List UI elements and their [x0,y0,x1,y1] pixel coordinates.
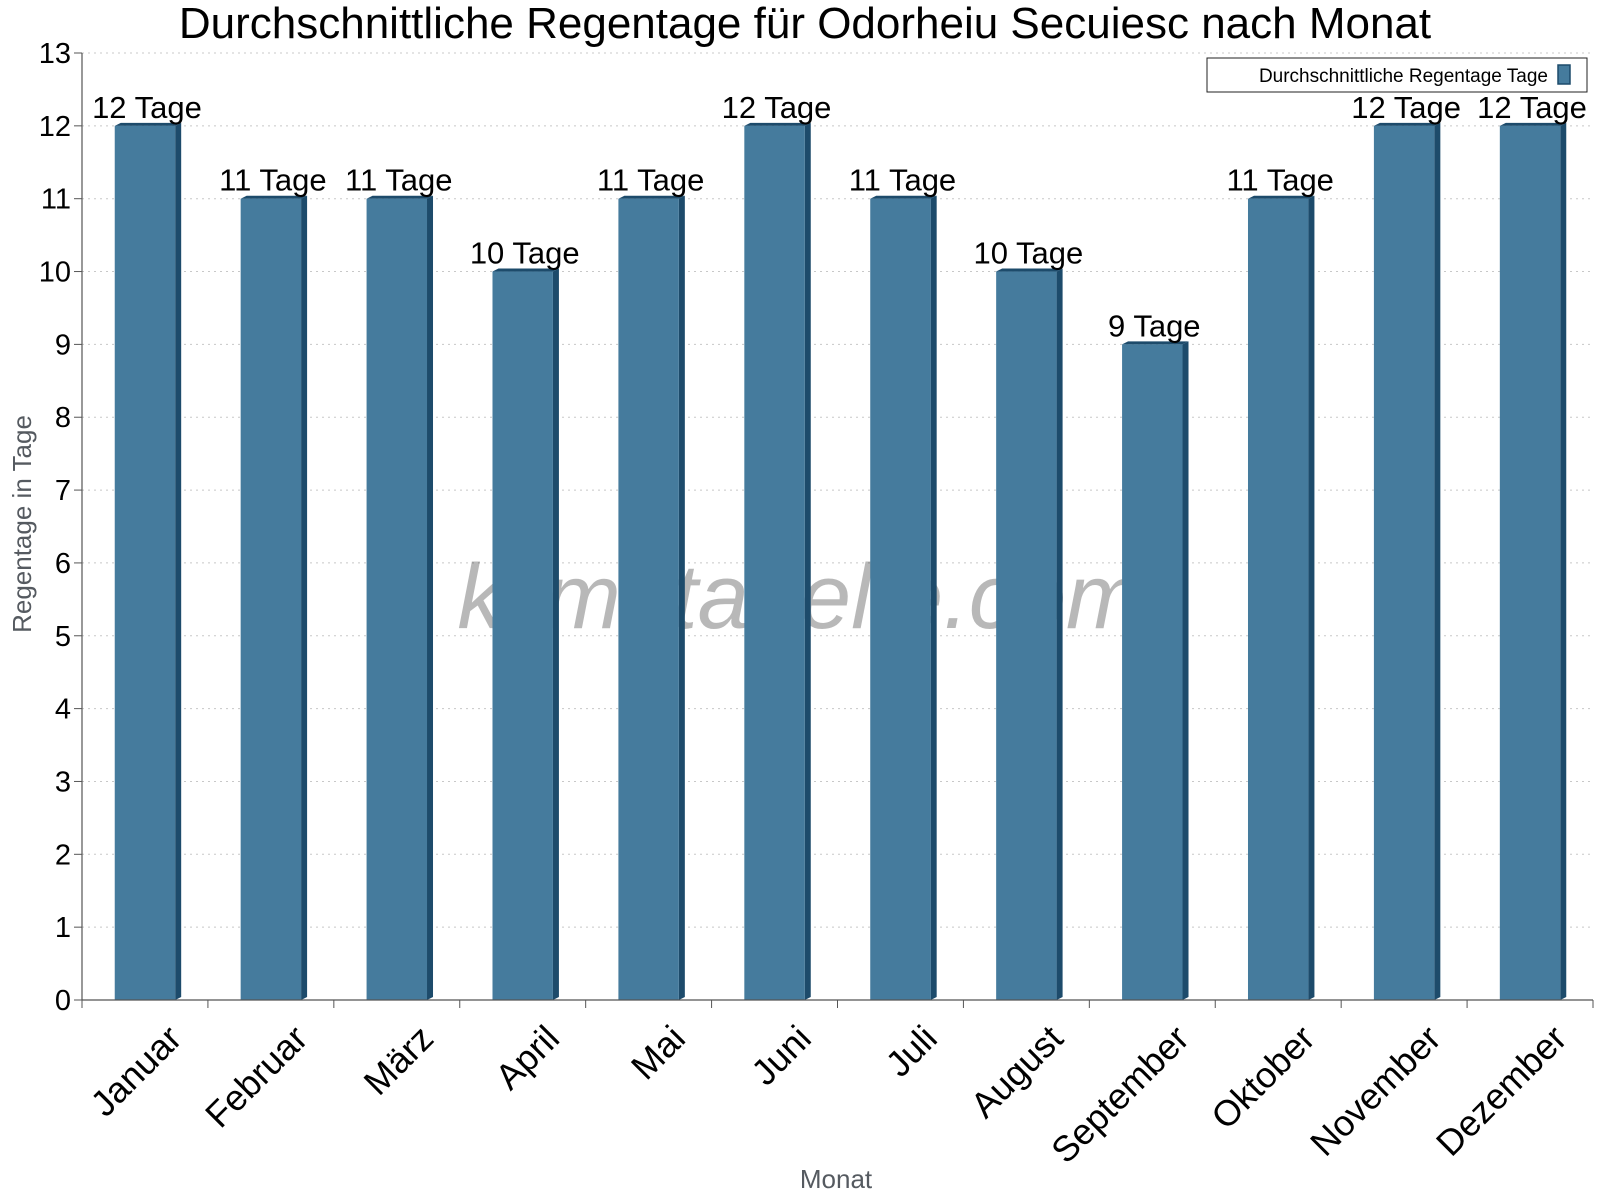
bar [618,195,685,1000]
bar-front [618,198,679,1000]
bar-top [744,122,811,126]
bar-top [1499,122,1567,126]
legend: Durchschnittliche Regentage Tage [1206,57,1588,93]
x-tick-label: August [962,1017,1070,1125]
bar-front [870,198,931,1000]
x-tick-label: Februar [197,1017,315,1135]
bar-side [1308,195,1315,1000]
bar [114,122,182,1001]
y-tick-label: 6 [55,548,71,580]
bar-top [1373,122,1441,126]
bar [1247,195,1315,1000]
bar-side [175,122,182,1001]
x-tick-label: September [1043,1017,1197,1171]
bars [114,122,1567,1001]
bar-front [1247,198,1309,1000]
data-label: 11 Tage [345,163,452,198]
x-tick-label: Oktober [1203,1017,1323,1137]
x-tick-label: April [487,1017,567,1097]
y-tick-label: 10 [39,257,71,289]
x-axis-label: Monat [800,1164,873,1194]
bar-side [678,195,685,1000]
y-tick-label: 2 [55,839,71,871]
x-tick-label: Juli [878,1017,945,1084]
bar [1373,122,1441,1001]
x-tick-label: Dezember [1428,1017,1574,1163]
bar-side [301,195,308,1000]
x-tick-label: November [1302,1017,1448,1163]
data-label: 12 Tage [92,90,202,125]
y-tick-label: 12 [39,111,71,143]
bar-front [114,125,176,1001]
bar-front [240,198,302,1000]
y-tick-label: 7 [55,475,71,507]
y-tick-label: 5 [55,621,71,653]
bar-side [930,195,937,1000]
data-labels: 12 Tage 11 Tage 11 Tage 10 Tage 11 Tage 12 Ta… [92,90,1587,344]
bar-front [996,271,1057,1000]
bar-top [366,195,434,199]
y-tick-label: 13 [39,38,71,70]
bar-top [1247,195,1315,199]
bar-top [240,195,308,199]
bar [744,122,811,1001]
y-axis-label: Regentage in Tage [7,415,37,633]
bar-front [492,271,553,1000]
bar [492,268,559,1000]
axes [74,52,1594,1008]
bar [996,268,1063,1000]
y-tick-label: 4 [55,694,71,726]
bar-side [427,195,434,1000]
x-tick-label: März [356,1017,442,1103]
data-label: 12 Tage [1477,90,1587,125]
y-tick-label: 8 [55,402,71,434]
x-tick-label: Juni [743,1017,819,1093]
bar-front [1122,344,1183,1000]
data-label: 10 Tage [470,236,580,271]
y-tick-label: 1 [55,912,71,944]
bar-side [552,268,559,1000]
legend-swatch [1557,64,1571,85]
legend-box [1206,57,1588,93]
bar [240,195,308,1000]
x-tick-label: Januar [82,1017,189,1124]
data-label: 10 Tage [973,236,1083,271]
bar-top [114,122,182,126]
bar [1122,341,1189,1000]
bar-side [804,122,811,1001]
y-tick-label: 3 [55,766,71,798]
bar [366,195,434,1000]
chart-title: Durchschnittliche Regentage für Odorheiu… [179,0,1431,48]
data-label: 11 Tage [219,163,326,198]
data-label: 12 Tage [722,90,832,125]
bar-side [1056,268,1063,1000]
data-label: 11 Tage [849,163,956,198]
legend-label: Durchschnittliche Regentage Tage [1259,66,1548,87]
data-label: 9 Tage [1108,308,1201,343]
bar-top [1122,341,1189,345]
bar-top [492,268,559,272]
bar-side [1182,341,1189,1000]
bar-front [366,198,428,1000]
bar-top [996,268,1063,272]
bar-top [618,195,685,199]
bar-top [870,195,937,199]
y-tick-label: 11 [41,184,71,216]
data-label: 12 Tage [1351,90,1461,125]
data-label: 11 Tage [1226,163,1333,198]
x-tick-label: Mai [623,1017,693,1087]
bar [1499,122,1567,1001]
bar-front [1499,125,1561,1001]
bar-side [1560,122,1567,1001]
bar-front [1373,125,1435,1001]
y-tick-label: 0 [55,985,71,1017]
bar [870,195,937,1000]
bar-front [744,125,805,1001]
bar-side [1434,122,1441,1001]
data-label: 11 Tage [597,163,704,198]
y-tick-label: 9 [55,329,71,361]
